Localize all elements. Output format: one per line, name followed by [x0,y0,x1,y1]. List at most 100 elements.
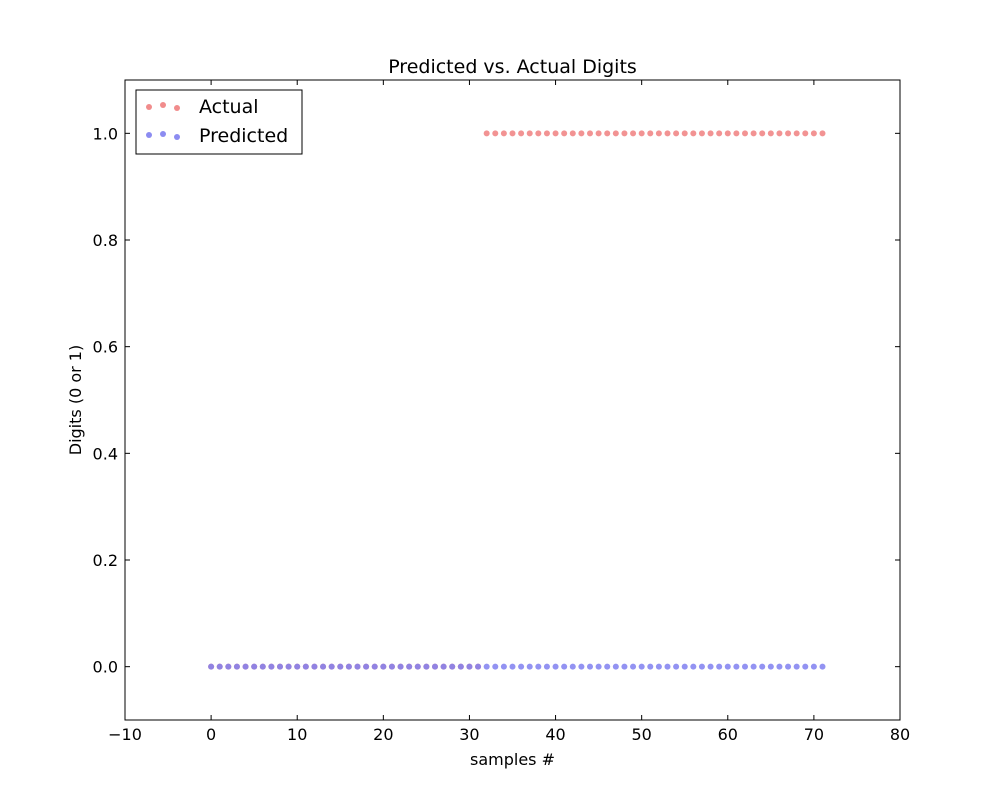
point-predicted [259,663,266,670]
point-predicted [268,663,275,670]
point-predicted [475,663,482,670]
y-tick-label: 0.6 [93,338,118,357]
x-tick-label: −10 [108,725,142,744]
y-tick-label: 1.0 [93,124,118,143]
point-actual [724,130,731,137]
point-predicted [776,663,783,670]
point-predicted [647,663,654,670]
point-predicted [690,663,697,670]
point-predicted [457,663,464,670]
point-predicted [767,663,774,670]
point-predicted [733,663,740,670]
y-axis-label: Digits (0 or 1) [66,345,85,455]
legend-marker-predicted [160,131,166,137]
point-predicted [655,663,662,670]
point-predicted [406,663,413,670]
chart-title: Predicted vs. Actual Digits [388,56,637,78]
point-predicted [440,663,447,670]
point-predicted [707,663,714,670]
point-actual [707,130,714,137]
legend: Actual Predicted [135,89,303,155]
point-predicted [621,663,628,670]
y-tick-label: 0.2 [93,551,118,570]
point-predicted [354,663,361,670]
point-actual [500,130,507,137]
point-actual [526,130,533,137]
point-predicted [664,663,671,670]
point-predicted [483,663,490,670]
point-predicted [397,663,404,670]
point-predicted [320,663,327,670]
point-actual [587,130,593,137]
point-actual [518,130,525,137]
point-predicted [449,663,456,670]
point-actual [561,130,568,137]
point-predicted [802,663,809,670]
point-predicted [785,663,792,670]
point-actual [716,130,723,137]
point-predicted [587,663,593,670]
point-predicted [432,663,438,670]
point-predicted [793,663,800,670]
point-actual [655,130,662,137]
point-predicted [285,663,292,670]
point-actual [673,130,680,137]
point-predicted [388,663,395,670]
x-tick-label: 40 [545,725,565,744]
point-predicted [466,663,473,670]
point-actual [776,130,783,137]
point-predicted [681,663,688,670]
series-layer [208,130,826,670]
point-predicted [509,663,516,670]
point-actual [759,130,766,137]
point-predicted [526,663,533,670]
point-actual [733,130,740,137]
point-predicted [328,663,335,670]
point-predicted [208,663,215,670]
y-tick-label: 0.0 [93,658,118,677]
point-predicted [698,663,705,670]
legend-marker-actual [160,102,166,108]
point-predicted [225,663,232,670]
point-actual [612,130,619,137]
legend-marker-predicted [146,132,152,138]
point-predicted [724,663,731,670]
point-predicted [535,663,542,670]
point-predicted [604,663,611,670]
legend-entry-predicted: Predicted [146,125,288,147]
x-tick-label: 50 [631,725,651,744]
x-tick-label: 10 [287,725,307,744]
legend-frame [135,89,303,155]
point-predicted [500,663,507,670]
legend-marker-actual [174,105,180,111]
point-actual [543,130,550,137]
point-actual [793,130,800,137]
point-predicted [371,663,378,670]
point-predicted [311,663,318,670]
point-predicted [492,663,499,670]
point-predicted [423,663,430,670]
plot-frame [124,79,901,721]
point-predicted [277,663,283,670]
point-predicted [233,663,240,670]
point-predicted [552,663,559,670]
point-predicted [612,663,619,670]
point-actual [492,130,499,137]
point-actual [483,130,490,137]
y-tick-label: 0.4 [93,444,118,463]
x-tick-label: 0 [206,725,216,744]
y-tick-label: 0.8 [93,231,118,250]
legend-label-predicted: Predicted [199,125,288,147]
point-actual [802,130,809,137]
point-actual [604,130,611,137]
point-actual [578,130,585,137]
point-actual [750,130,757,137]
series-predicted [208,663,826,670]
point-predicted [251,663,258,670]
point-actual [681,130,688,137]
point-predicted [216,663,223,670]
point-predicted [543,663,550,670]
point-predicted [337,663,344,670]
x-tick-label: 20 [373,725,393,744]
